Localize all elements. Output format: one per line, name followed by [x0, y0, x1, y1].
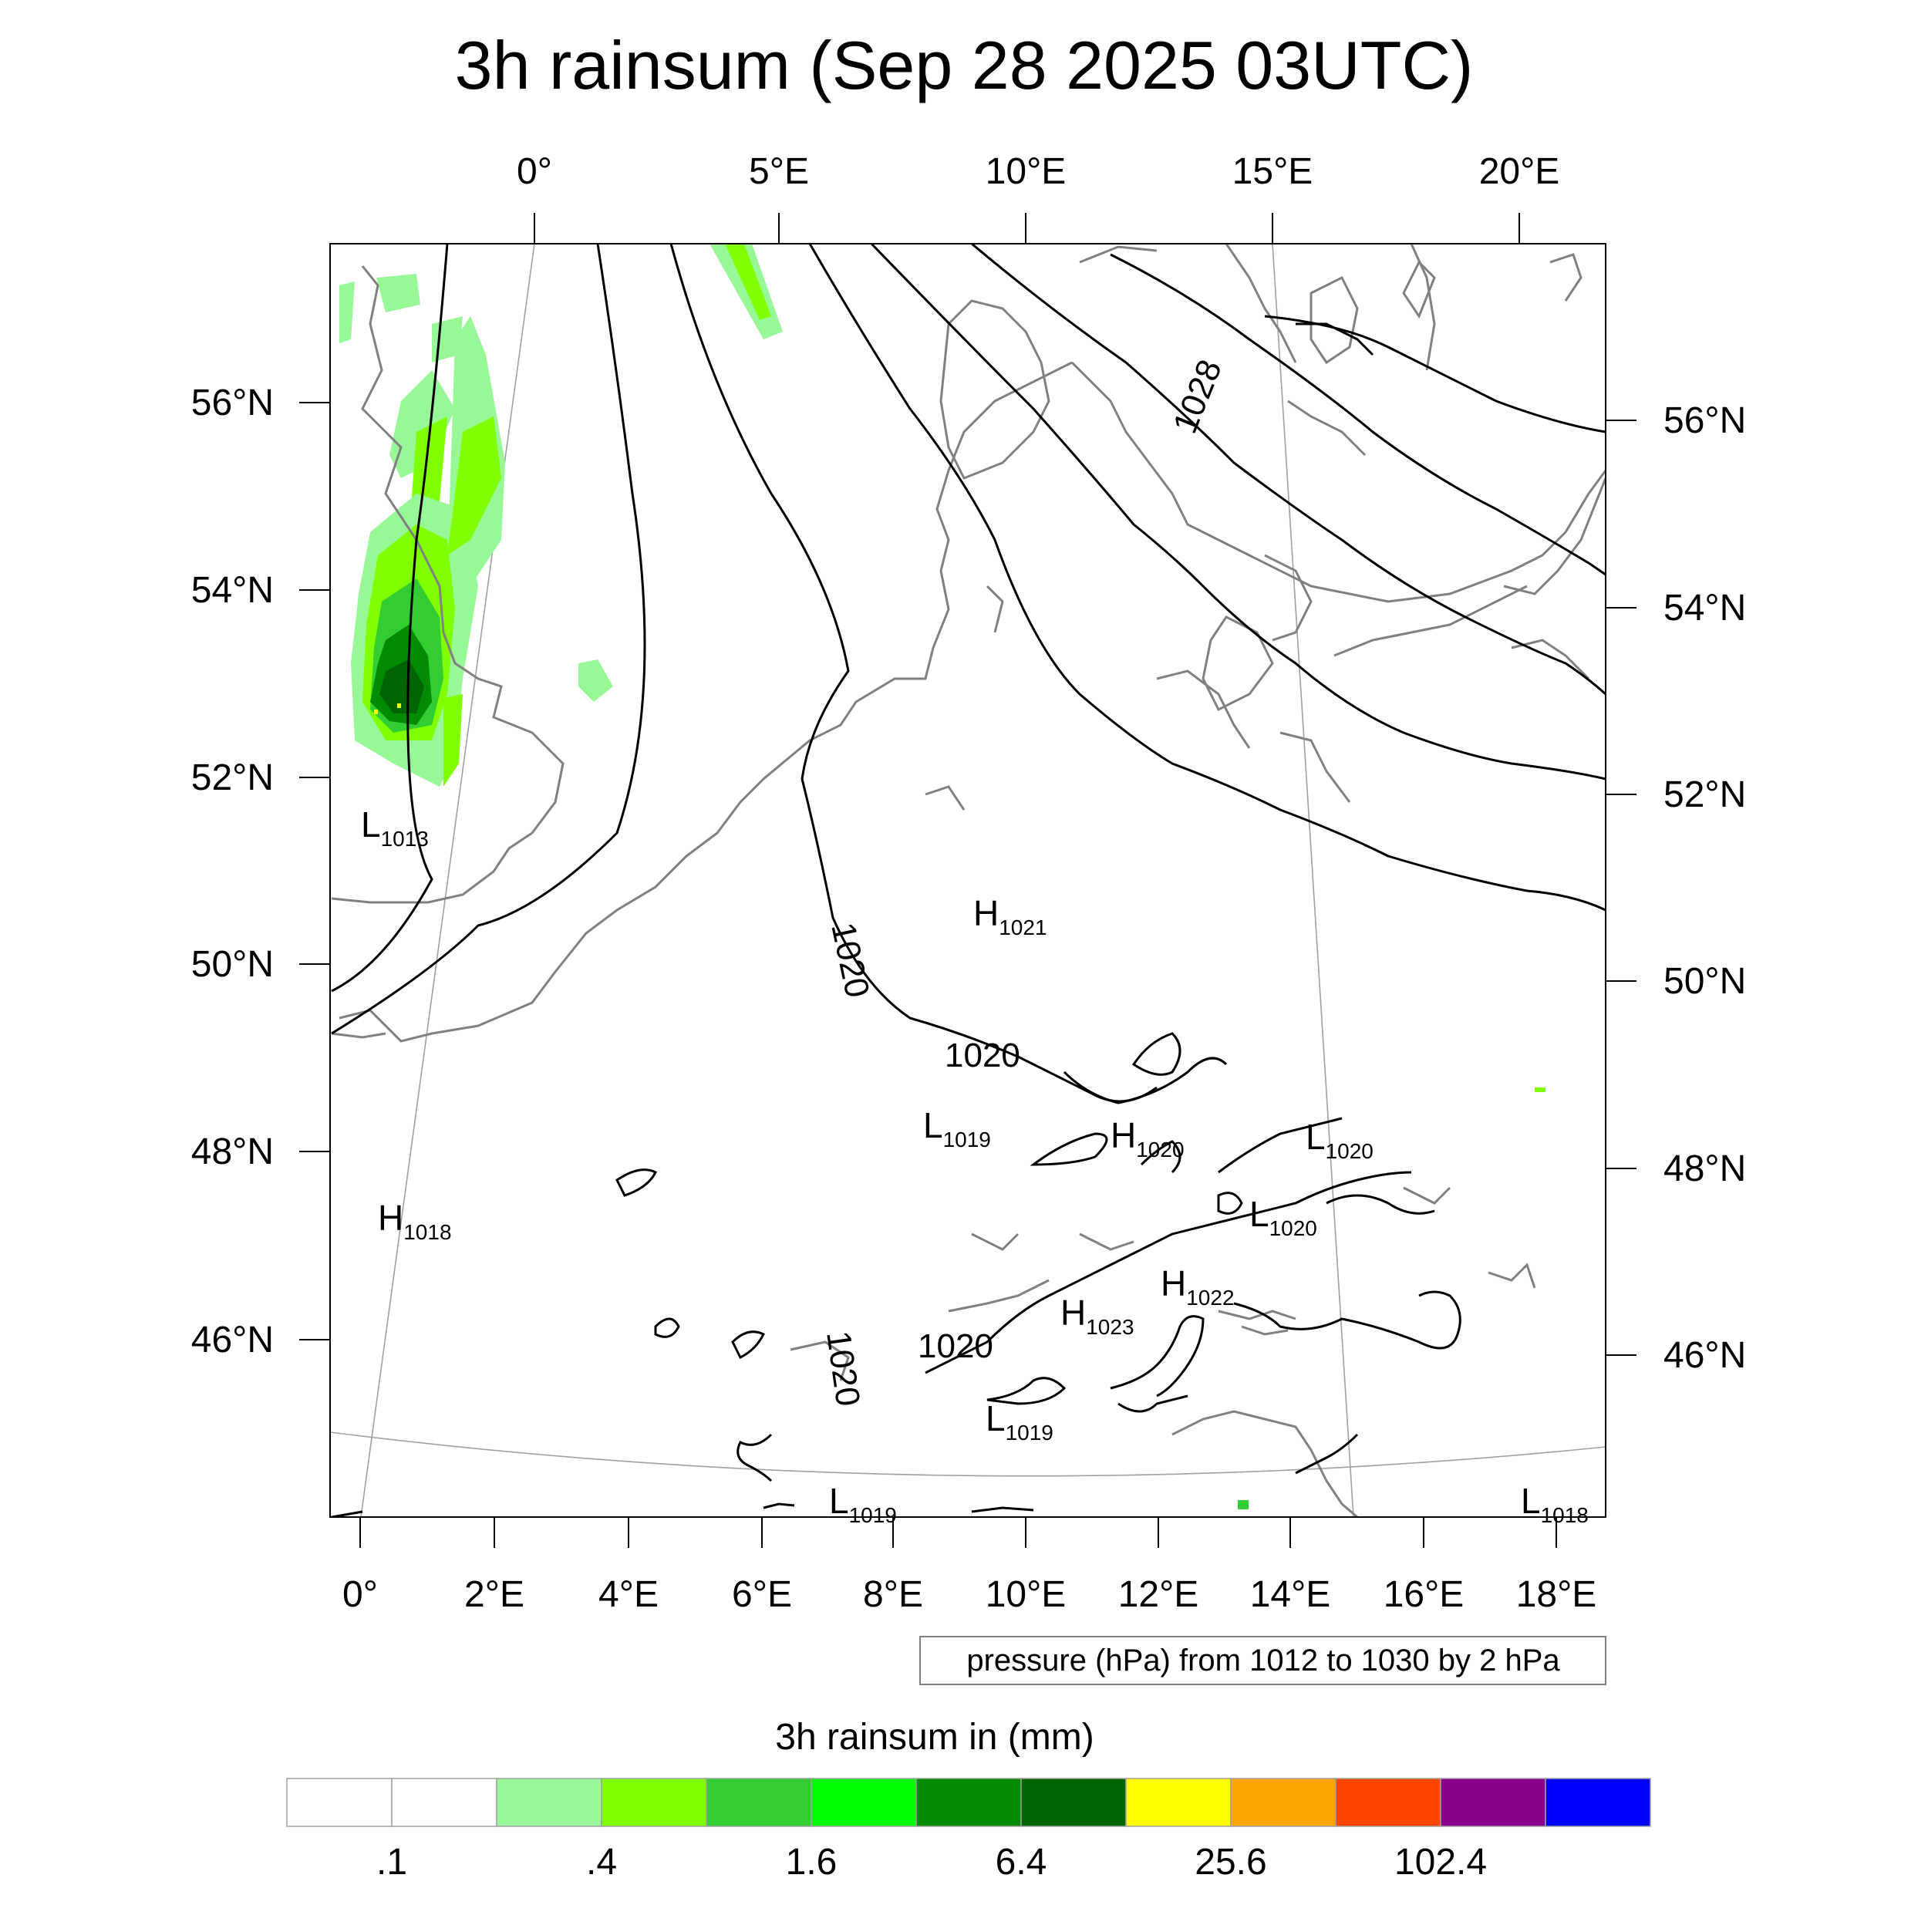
isobar-label: 1020: [918, 1327, 993, 1365]
pressure-center: H1023: [1060, 1293, 1134, 1339]
right-lat-label: 56°N: [1663, 400, 1746, 441]
colorbar-box: [496, 1778, 602, 1827]
bottom-lon-label: 12°E: [1118, 1574, 1199, 1615]
rain-patch: [376, 274, 420, 312]
rain-patch: [725, 244, 771, 320]
colorbar-labels: .1 .4 1.6 6.4 25.6 102.4: [376, 1842, 1487, 1883]
bottom-lon-label: 4°E: [598, 1574, 659, 1615]
left-latitude-axis: 56°N 54°N 52°N 50°N 48°N 46°N: [191, 383, 330, 1360]
rain-patch: [443, 694, 463, 787]
map-background: [330, 244, 1606, 1517]
pressure-center: L1019: [923, 1105, 991, 1151]
pressure-center: L1020: [1306, 1117, 1374, 1163]
left-lat-label: 46°N: [191, 1320, 274, 1360]
pressure-center: L1019: [829, 1481, 897, 1527]
rain-patch: [1238, 1500, 1249, 1509]
colorbar-tick-label: .1: [376, 1842, 407, 1883]
left-lat-label: 52°N: [191, 757, 274, 798]
colorbar-box: [811, 1778, 917, 1827]
left-lat-label: 54°N: [191, 570, 274, 611]
right-lat-label: 46°N: [1663, 1335, 1746, 1376]
top-lon-label: 10°E: [986, 151, 1067, 192]
top-lon-label: 20°E: [1479, 151, 1560, 192]
colorbar-box: [1125, 1778, 1232, 1827]
right-lat-label: 52°N: [1663, 774, 1746, 815]
top-lon-label: 15°E: [1232, 151, 1313, 192]
bottom-lon-label: 14°E: [1250, 1574, 1331, 1615]
pressure-center: H1020: [1111, 1115, 1185, 1162]
map-title: 3h rainsum (Sep 28 2025 03UTC): [455, 27, 1474, 103]
bottom-lon-label: 2°E: [464, 1574, 524, 1615]
left-lat-label: 56°N: [191, 383, 274, 423]
pressure-note-box: pressure (hPa) from 1012 to 1030 by 2 hP…: [919, 1636, 1606, 1685]
rain-patch: [339, 282, 355, 343]
pressure-center: L1019: [986, 1398, 1053, 1445]
colorbar: 3h rainsum in (mm) .1 .4 1.6 6.4 25.6 102.4: [286, 1717, 1651, 1883]
colorbar-box: [1440, 1778, 1546, 1827]
rain-patch: [578, 659, 613, 702]
rain-patch: [1535, 1087, 1545, 1092]
colorbar-box: [601, 1778, 707, 1827]
colorbar-box: [915, 1778, 1022, 1827]
colorbar-title: 3h rainsum in (mm): [775, 1717, 1094, 1758]
bottom-lon-label: 8°E: [863, 1574, 923, 1615]
colorbar-tick-label: 102.4: [1394, 1842, 1487, 1883]
left-lat-label: 48°N: [191, 1131, 274, 1172]
right-lat-label: 54°N: [1663, 588, 1746, 629]
rain-peak: [397, 703, 401, 708]
left-lat-label: 50°N: [191, 944, 274, 985]
pressure-center: L1018: [1521, 1481, 1589, 1527]
rain-patch: [379, 659, 424, 713]
parallel-45n: [330, 1431, 1606, 1477]
colorbar-box: [1335, 1778, 1441, 1827]
colorbar-tick-label: 25.6: [1195, 1842, 1266, 1883]
rain-peak: [374, 710, 378, 714]
colorbar-box: [1545, 1778, 1651, 1827]
pressure-note: pressure (hPa) from 1012 to 1030 by 2 hP…: [966, 1644, 1560, 1677]
rain-patch: [447, 416, 501, 555]
rain-field: [339, 244, 1545, 1509]
graticule: [330, 244, 1606, 1517]
right-lat-label: 48°N: [1663, 1148, 1746, 1189]
colorbar-tick-label: .4: [586, 1842, 617, 1883]
right-latitude-axis: 56°N 54°N 52°N 50°N 48°N 46°N: [1606, 400, 1746, 1376]
colorbar-tick-label: 6.4: [996, 1842, 1047, 1883]
bottom-lon-label: 18°E: [1516, 1574, 1597, 1615]
top-longitude-axis: 0° 5°E 10°E 15°E 20°E: [517, 151, 1559, 244]
pressure-center: H1022: [1161, 1263, 1235, 1310]
colorbar-boxes: [286, 1778, 1651, 1827]
top-lon-label: 0°: [517, 151, 552, 192]
colorbar-box: [1020, 1778, 1127, 1827]
colorbar-box: [286, 1778, 393, 1827]
map-frame: [329, 243, 1606, 1518]
map-panel: [329, 243, 1606, 1518]
colorbar-box: [391, 1778, 497, 1827]
pressure-center: L1013: [361, 804, 429, 851]
bottom-longitude-axis: 0° 2°E 4°E 6°E 8°E 10°E 12°E 14°E 16°E 1…: [342, 1517, 1596, 1615]
pressure-centers: L1013 H1021 L1019 H1020 L1020 H1018 L102…: [361, 804, 1589, 1527]
colorbar-box: [706, 1778, 812, 1827]
bottom-lon-label: 16°E: [1384, 1574, 1465, 1615]
meridian-0: [360, 244, 535, 1517]
pressure-center: H1018: [378, 1198, 452, 1244]
bottom-lon-label: 10°E: [986, 1574, 1067, 1615]
rain-patch: [389, 370, 455, 478]
isobar-label: 1020: [945, 1037, 1020, 1074]
pressure-center: H1021: [973, 893, 1047, 939]
colorbar-box: [1230, 1778, 1336, 1827]
top-lon-label: 5°E: [749, 151, 809, 192]
pressure-center: L1020: [1249, 1194, 1317, 1240]
colorbar-tick-label: 1.6: [786, 1842, 838, 1883]
isobars: [331, 244, 1606, 1517]
right-lat-label: 50°N: [1663, 961, 1746, 1002]
bottom-lon-label: 6°E: [732, 1574, 792, 1615]
meridian-15e: [1272, 244, 1354, 1517]
bottom-lon-label: 0°: [342, 1574, 378, 1615]
